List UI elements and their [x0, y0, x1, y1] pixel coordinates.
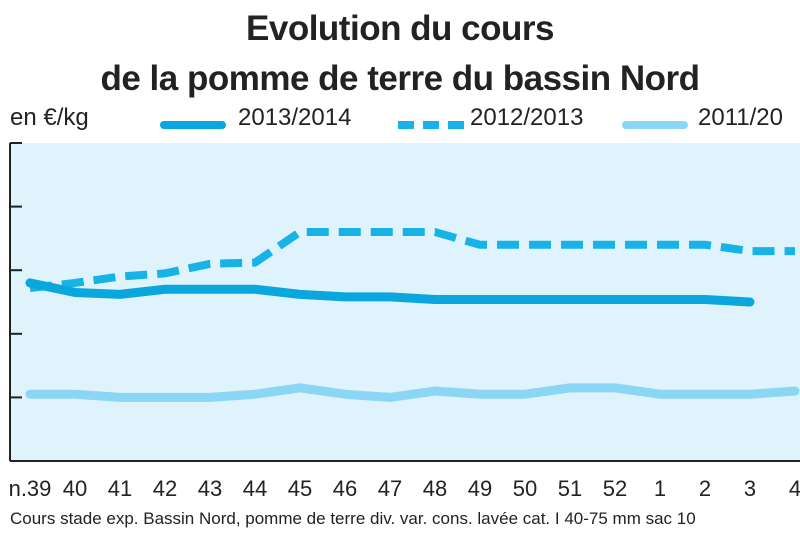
x-tick-label: 50 [513, 476, 537, 501]
x-tick-label: 48 [423, 476, 447, 501]
chart-title-line-2: de la pomme de terre du bassin Nord [100, 59, 700, 98]
x-tick-label: 43 [198, 476, 222, 501]
source-note: Cours stade exp. Bassin Nord, pomme de t… [10, 509, 696, 528]
x-tick-label: 3 [744, 476, 756, 501]
series-line-2011-2012 [25, 383, 800, 402]
legend-swatch-light [622, 121, 688, 129]
legend-swatch-solid [160, 121, 226, 129]
x-tick-label: 2 [699, 476, 711, 501]
legend-label: 2011/20 [698, 104, 783, 131]
legend-swatch-dashed [398, 121, 464, 129]
legend-label: 2012/2013 [470, 104, 584, 131]
x-tick-label: 4 [789, 476, 800, 501]
chart-title: Evolution du cours de la pomme de terre … [0, 4, 800, 104]
x-tick-label: 47 [378, 476, 402, 501]
x-tick-label: 51 [558, 476, 582, 501]
series-line-2012-2013 [29, 228, 795, 292]
legend-label: 2013/2014 [238, 104, 352, 131]
x-tick-label: 46 [333, 476, 357, 501]
x-tick-label: n.39 [9, 476, 52, 501]
x-tick-label: 44 [243, 476, 267, 501]
x-tick-label: 40 [63, 476, 87, 501]
chart-title-line-1: Evolution du cours [246, 9, 554, 48]
x-tick-label: 42 [153, 476, 177, 501]
series-line-2013-2014 [25, 278, 755, 307]
x-tick-label: 41 [108, 476, 132, 501]
x-tick-label: 45 [288, 476, 312, 501]
x-tick-label: 49 [468, 476, 492, 501]
y-axis-unit-label: en €/kg [10, 104, 89, 131]
x-tick-label: 1 [654, 476, 666, 501]
x-tick-label: 52 [603, 476, 627, 501]
